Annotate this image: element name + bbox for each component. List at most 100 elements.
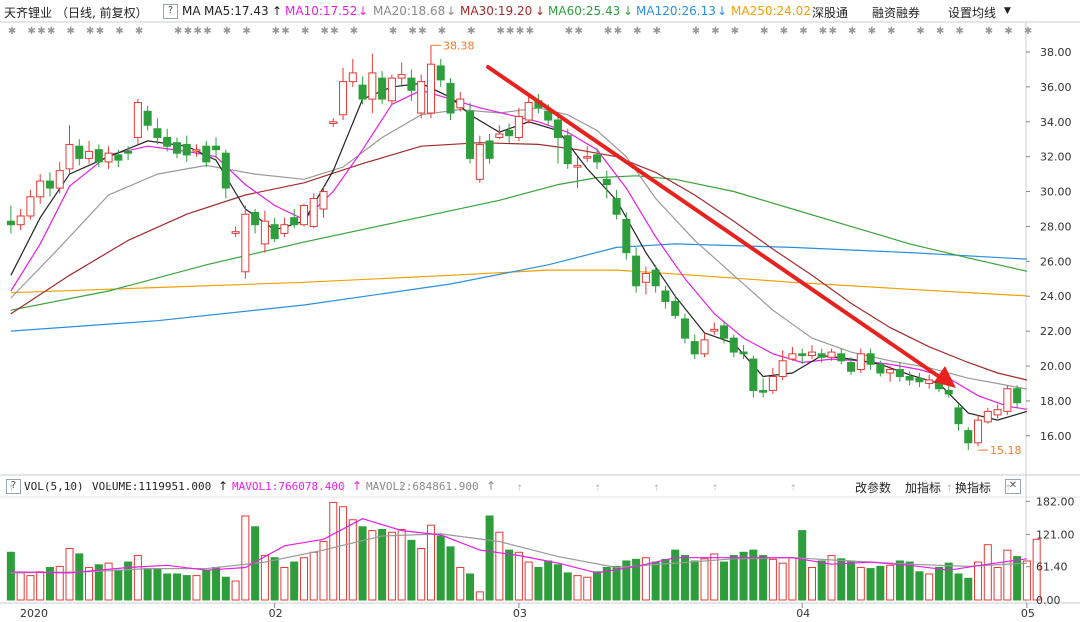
candle-body [270,224,279,240]
volume-bar [260,555,269,601]
candle-body [475,143,484,180]
ma20-arrow-icon: ↓ [446,4,457,18]
volume-bar [172,573,181,601]
candle-body [1003,388,1012,412]
volume-bar [466,573,475,601]
chevron-down-icon[interactable]: ▼ [1004,6,1011,16]
volume-help-icon[interactable]: ? [6,479,21,494]
volume-bar [241,515,250,601]
ma120-arrow-icon: ↓ [717,4,728,18]
candle-body [778,360,787,378]
candle-body [573,164,582,168]
event-marker-icon: ✱ [516,26,524,37]
candle-body [153,128,162,138]
candle-body [788,353,797,360]
candle-body [231,231,240,234]
volume-bar [280,566,289,601]
candle-body [329,121,338,124]
volume-bar [378,529,387,601]
candle-body [407,77,416,91]
volume-value: VOLUME:1119951.000 [92,480,212,493]
help-icon[interactable]: ? [163,4,178,19]
high-annotation-label: 38.38 [443,39,475,52]
candle-body [817,353,826,358]
mavol1-arrow-icon: ↑ [352,479,363,493]
candle-body [749,358,758,391]
volume-arrow-icon: ↑ [218,479,229,493]
volume-bar [446,546,455,601]
volume-bar [407,539,416,601]
switch-indicator-button[interactable]: 换指标 [955,481,992,495]
ma-toolbar: 天齐锂业 （日线, 前复权） ? MA MA5:17.43 ↑ MA10:17.… [0,0,1080,22]
candle-body [798,353,807,357]
ma-settings-button[interactable]: 设置均线 [948,6,997,20]
event-marker-icon: ✱ [27,26,35,37]
ma5-line [10,82,1028,421]
price-tick-label: 34.00 [1040,116,1072,129]
volume-bar [544,560,553,601]
event-marker-icon: ✱ [731,26,739,37]
candle-body [309,198,318,227]
candle-body [602,178,611,186]
event-marker-icon: ✱ [653,26,661,37]
volume-bar [475,591,484,601]
volume-bar [368,530,377,601]
event-marker-icon: ✱ [223,26,231,37]
event-marker-icon: ✱ [203,26,211,37]
volume-bar [856,566,865,601]
volume-bar [807,566,816,601]
volume-bar [436,535,445,601]
event-marker-icon: ✱ [506,26,514,37]
candle-body [690,341,699,355]
volume-bar [1032,538,1041,601]
volume-bar [847,560,856,601]
volume-bar [817,560,826,601]
low-annotation-label: 15.18 [990,444,1022,457]
volume-bar [231,580,240,601]
event-marker-icon: ✱ [281,26,289,37]
event-marker-icon: ✱ [936,26,944,37]
event-marker-icon: ✱ [916,26,924,37]
candle-body [397,74,406,79]
candle-body [417,81,426,114]
candle-body [378,77,387,100]
candle-body [456,98,465,109]
volume-bar [827,555,836,601]
volume-bar [495,531,504,601]
ma120-value: MA120:26.13 [636,4,716,18]
add-indicator-button[interactable]: 加指标 [905,481,942,495]
date-axis-label: 2020 [20,607,48,620]
change-params-button[interactable]: 改参数 [855,481,892,495]
margin-trading-button[interactable]: 融资融券 [872,6,921,20]
event-marker-icon: ✱ [1024,26,1032,37]
volume-bar [993,566,1002,601]
volume-bar [876,565,885,601]
event-marker-icon: ✱ [301,26,309,37]
candle-body [45,180,54,189]
event-marker-icon: ✱ [174,26,182,37]
volume-bar [837,558,846,601]
candle-body [827,351,836,358]
candle-body [202,145,211,163]
volume-bar [505,549,514,601]
candle-body [954,407,963,425]
volume-bar [348,519,357,601]
candle-body [143,110,152,126]
candle-body [876,363,885,374]
ma250-value: MA250:24.02 [731,4,811,18]
volume-bar [954,573,963,601]
event-marker-icon: ✱ [760,26,768,37]
close-icon[interactable]: ✕ [1005,479,1021,494]
candle-body [55,170,64,189]
candle-body [622,218,631,254]
candle-body [94,149,103,163]
sgt-button[interactable]: 深股通 [812,6,849,20]
candle-body [290,217,299,226]
event-marker-icon: ✱ [418,26,426,37]
volume-bar [163,573,172,601]
candle-body [182,143,191,156]
volume-bar [944,562,953,601]
volume-bar [339,506,348,601]
ma20-value: MA20:18.68 [373,4,446,18]
